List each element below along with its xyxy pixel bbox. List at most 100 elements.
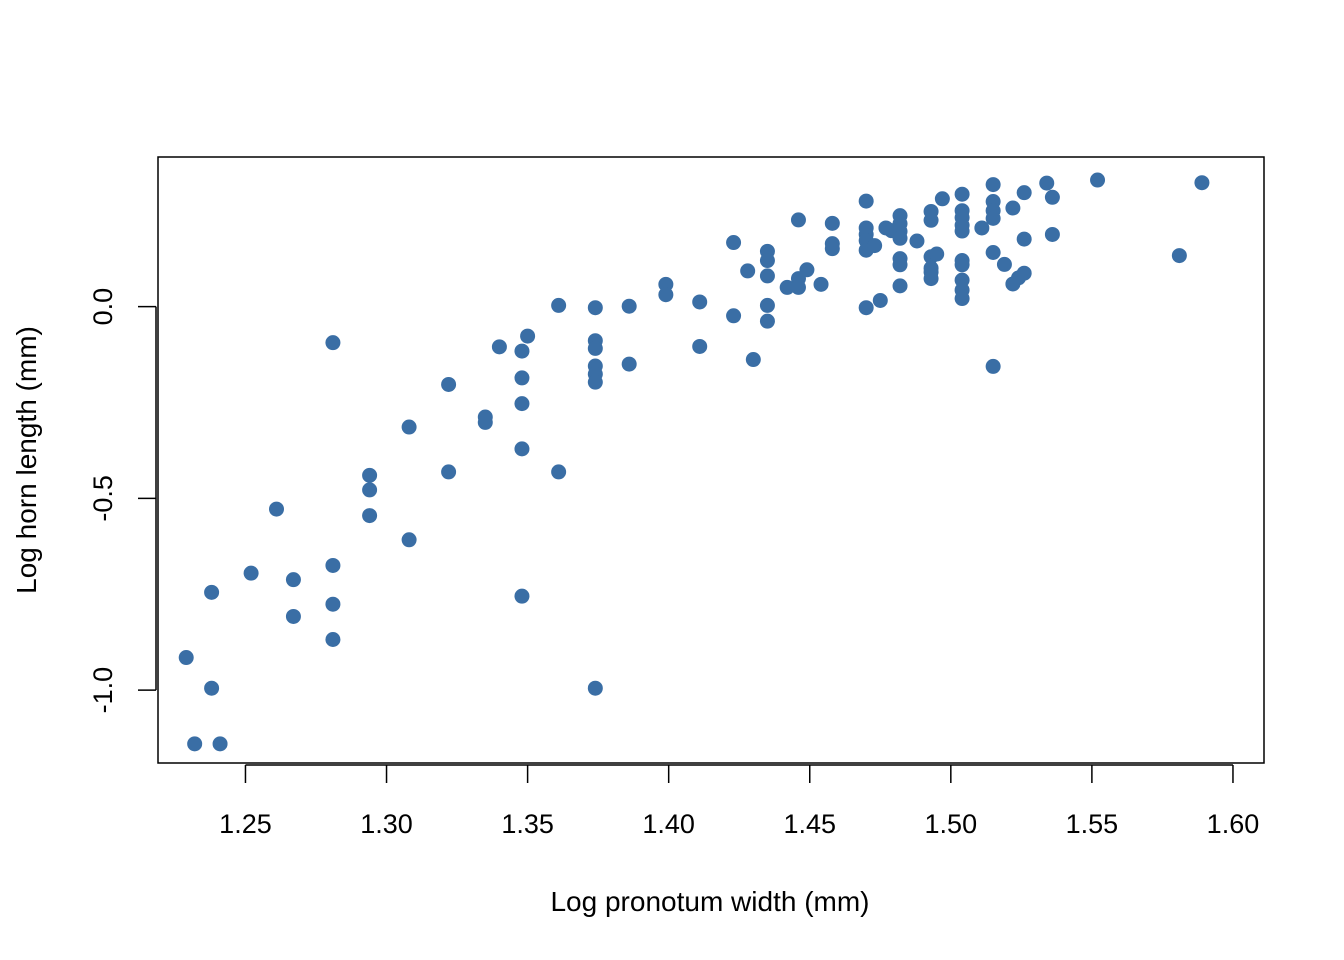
data-point <box>740 263 756 279</box>
x-axis: 1.25 1.30 1.35 1.40 1.45 1.50 1.55 1.60 <box>219 764 1260 839</box>
data-point <box>1171 248 1187 264</box>
data-point <box>759 297 775 313</box>
y-tick-label: 0.0 <box>88 288 118 326</box>
data-point <box>285 608 301 624</box>
data-point <box>726 308 742 324</box>
data-point <box>985 177 1001 193</box>
data-point <box>726 235 742 251</box>
data-point <box>1005 200 1021 216</box>
data-point <box>178 650 194 666</box>
data-point <box>779 279 795 295</box>
data-point <box>1194 175 1210 191</box>
data-point <box>551 464 567 480</box>
data-point <box>954 257 970 273</box>
data-point <box>909 233 925 249</box>
data-point <box>514 441 530 457</box>
x-tick-label: 1.35 <box>501 809 554 839</box>
data-point <box>441 376 457 392</box>
x-tick-label: 1.60 <box>1207 809 1260 839</box>
plot-frame <box>157 156 1265 764</box>
data-point <box>520 328 536 344</box>
data-point <box>799 262 815 278</box>
y-tick-label: -0.5 <box>88 475 118 522</box>
data-point <box>1039 175 1055 191</box>
data-point <box>441 464 457 480</box>
data-point <box>621 298 637 314</box>
data-point <box>892 230 908 246</box>
x-tick-label: 1.50 <box>925 809 978 839</box>
data-point <box>692 338 708 354</box>
data-point <box>929 246 945 262</box>
data-point <box>587 680 603 696</box>
data-point <box>1016 231 1032 247</box>
data-point <box>824 215 840 231</box>
x-axis-title: Log pronotum width (mm) <box>550 886 869 917</box>
data-point <box>362 482 378 498</box>
data-point <box>325 557 341 573</box>
data-point <box>813 276 829 292</box>
data-point <box>187 736 203 752</box>
data-point <box>514 396 530 412</box>
data-point <box>824 241 840 257</box>
data-point <box>790 212 806 228</box>
data-point <box>401 419 417 435</box>
data-point <box>759 313 775 329</box>
data-point <box>325 631 341 647</box>
data-point <box>759 268 775 284</box>
x-tick-label: 1.25 <box>219 809 272 839</box>
data-point <box>858 193 874 209</box>
data-point <box>658 276 674 292</box>
data-point <box>923 271 939 287</box>
data-point <box>269 501 284 517</box>
data-point <box>514 588 530 604</box>
data-point <box>514 343 530 359</box>
data-point <box>692 294 708 310</box>
data-point <box>954 223 970 239</box>
data-point <box>892 257 908 273</box>
x-tick-label: 1.45 <box>783 809 836 839</box>
y-axis-title: Log horn length (mm) <box>11 326 42 594</box>
data-point <box>923 212 939 228</box>
data-point <box>867 238 883 254</box>
data-point <box>514 370 530 386</box>
data-point <box>587 374 603 390</box>
data-point <box>204 584 220 600</box>
data-point <box>954 186 970 202</box>
data-point <box>285 572 301 588</box>
x-tick-label: 1.40 <box>642 809 695 839</box>
data-point <box>985 358 1001 374</box>
data-point <box>243 565 259 581</box>
x-tick-label: 1.30 <box>360 809 413 839</box>
data-point <box>974 220 990 236</box>
data-point <box>858 300 874 316</box>
data-point <box>401 532 417 548</box>
data-point <box>491 339 507 355</box>
data-point <box>1044 226 1060 242</box>
data-point <box>551 297 567 313</box>
y-axis: -1.0 -0.5 0.0 <box>88 288 157 714</box>
x-tick-label: 1.55 <box>1066 809 1119 839</box>
data-point <box>658 287 674 303</box>
data-point <box>892 278 908 294</box>
data-point <box>325 335 341 351</box>
data-point <box>477 414 493 430</box>
data-point <box>325 596 341 612</box>
data-point <box>1090 172 1106 188</box>
data-point <box>1016 185 1032 201</box>
data-point <box>362 508 378 524</box>
data-point <box>212 736 228 752</box>
data-point <box>759 253 775 269</box>
data-point <box>362 467 378 483</box>
data-point <box>587 300 603 316</box>
y-tick-label: -1.0 <box>88 667 118 714</box>
data-point <box>790 279 806 295</box>
data-point <box>621 356 637 372</box>
data-point <box>872 292 888 308</box>
data-point <box>204 680 220 696</box>
data-point <box>996 256 1012 272</box>
points-layer <box>178 172 1210 752</box>
data-point <box>985 210 1001 226</box>
data-point <box>745 352 761 368</box>
data-point <box>1044 189 1060 205</box>
